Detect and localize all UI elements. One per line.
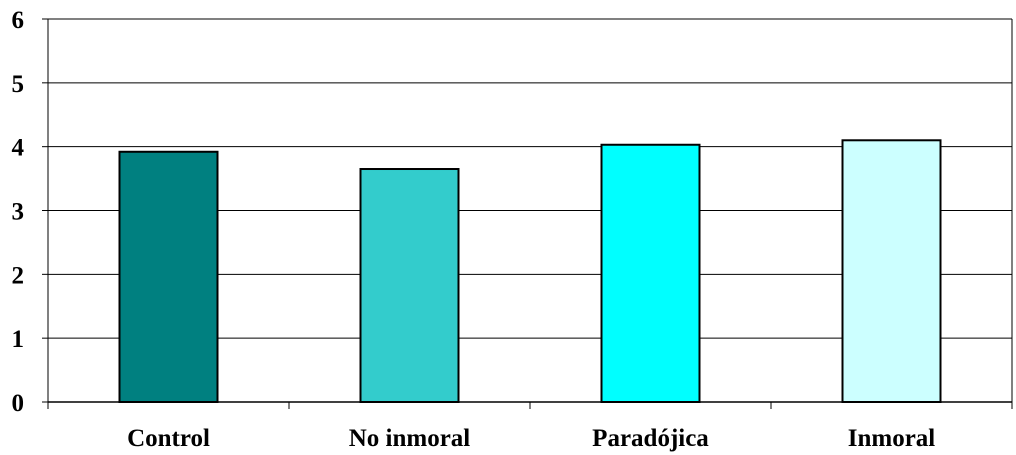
y-tick-label: 4 [12, 135, 25, 162]
y-tick-label: 3 [12, 199, 25, 226]
x-tick-label: No inmoral [349, 425, 471, 452]
bars [118, 139, 942, 404]
bar-control [118, 150, 219, 403]
y-tick-label: 2 [12, 262, 25, 289]
y-axis-ticks: 0 1 2 3 4 5 6 [12, 7, 48, 417]
x-axis-labels: Control No inmoral Paradójica Inmoral [127, 425, 935, 452]
bar-inmoral [841, 139, 942, 404]
x-tick-label: Inmoral [848, 425, 936, 452]
y-tick-label: 1 [12, 326, 25, 353]
bar-no-inmoral [359, 168, 460, 403]
y-tick-label: 5 [12, 71, 25, 98]
x-tick-label: Paradójica [592, 425, 709, 452]
bar-parad-jica [600, 143, 701, 403]
x-tick-label: Control [127, 425, 210, 452]
y-tick-label: 6 [12, 7, 25, 34]
y-tick-label: 0 [12, 390, 25, 417]
